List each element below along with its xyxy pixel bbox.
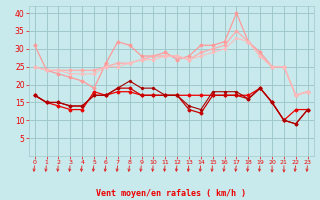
Text: Vent moyen/en rafales ( km/h ): Vent moyen/en rafales ( km/h ) (96, 189, 246, 198)
